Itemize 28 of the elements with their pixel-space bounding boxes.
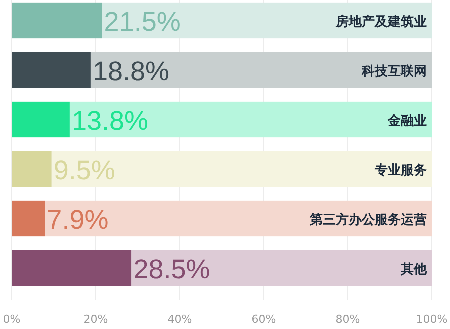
- x-tick-label: 60%: [252, 313, 276, 326]
- data-label: 21.5%: [104, 6, 181, 37]
- bar: [12, 2, 102, 39]
- data-label: 9.5%: [54, 155, 116, 186]
- bar: [12, 200, 46, 237]
- y-tick-label: 科技互联网: [361, 64, 427, 80]
- x-tick-label: 0%: [3, 313, 21, 326]
- bar: [90, 52, 432, 88]
- data-label: 18.8%: [92, 56, 170, 86]
- bar: [12, 250, 132, 286]
- bar: [12, 102, 70, 138]
- bar: [70, 102, 432, 138]
- x-tick-label: 100%: [416, 313, 448, 326]
- x-tick-label: 80%: [336, 313, 360, 326]
- y-tick-label: 第三方办公服务运营: [309, 212, 427, 228]
- data-label: 7.9%: [47, 204, 109, 235]
- y-tick-label: 房地产及建筑业: [335, 14, 427, 30]
- bar: [12, 151, 52, 188]
- data-label: 13.8%: [72, 106, 149, 136]
- y-tick-label: 金融业: [387, 114, 427, 129]
- y-tick-label: 专业服务: [374, 162, 427, 178]
- data-label: 28.5%: [134, 254, 210, 284]
- y-tick-label: 其他: [400, 262, 428, 278]
- bar: [132, 250, 432, 286]
- x-tick-label: 40%: [168, 313, 192, 326]
- bar: [45, 200, 432, 237]
- x-tick-label: 20%: [84, 313, 108, 326]
- bar: [12, 52, 91, 88]
